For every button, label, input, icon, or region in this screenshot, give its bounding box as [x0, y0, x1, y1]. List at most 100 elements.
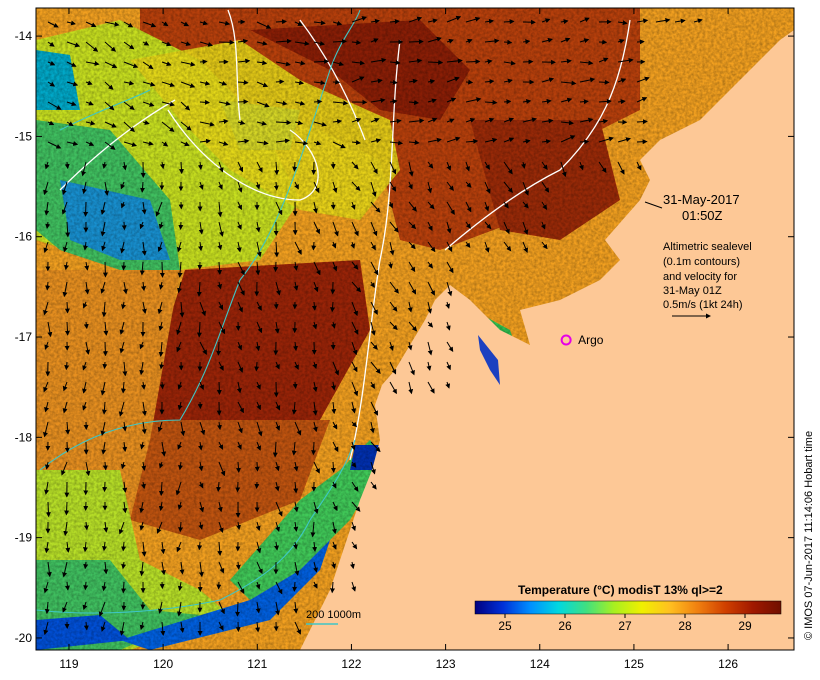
velocity-arrow [218, 621, 224, 631]
velocity-arrow [351, 501, 361, 512]
velocity-arrow [256, 101, 270, 108]
velocity-arrow [408, 381, 414, 395]
velocity-arrow [560, 161, 567, 178]
velocity-arrow [350, 201, 356, 210]
velocity-arrow [45, 221, 51, 229]
velocity-arrow [159, 161, 165, 170]
velocity-arrow [139, 521, 145, 531]
velocity-arrow [256, 40, 268, 46]
isobath-legend-label: 200 1000m [306, 609, 361, 621]
velocity-arrow [218, 601, 225, 615]
velocity-arrow [275, 521, 281, 533]
velocity-arrow [122, 281, 128, 295]
velocity-arrow [47, 141, 62, 149]
velocity-arrow [427, 201, 435, 210]
velocity-arrow [85, 61, 100, 66]
velocity-arrow [43, 241, 49, 253]
velocity-arrow [579, 117, 594, 123]
velocity-arrow [275, 138, 290, 144]
velocity-arrow [351, 361, 358, 373]
velocity-arrow [178, 461, 183, 471]
velocity-arrow [484, 221, 492, 230]
velocity-arrow [237, 261, 245, 276]
velocity-arrow [484, 79, 495, 85]
velocity-arrow [331, 241, 337, 249]
velocity-arrow [636, 139, 648, 145]
velocity-arrow [522, 181, 529, 196]
velocity-arrow [408, 261, 416, 273]
velocity-arrow [351, 481, 359, 492]
info-line-1: Altimetric sealevel [663, 241, 752, 253]
velocity-arrow [62, 281, 68, 298]
velocity-arrow [312, 421, 318, 433]
info-line-4: 31-May 01Z [663, 285, 722, 297]
velocity-arrow [66, 141, 79, 146]
velocity-arrow [274, 481, 280, 492]
velocity-arrow [503, 78, 513, 84]
velocity-arrow [484, 18, 494, 24]
velocity-arrow [199, 301, 206, 317]
velocity-arrow [159, 361, 165, 370]
velocity-arrow [237, 38, 249, 44]
velocity-arrow [446, 15, 462, 23]
velocity-arrow [408, 181, 413, 190]
velocity-arrow [122, 161, 128, 171]
velocity-arrow [522, 201, 529, 209]
velocity-arrow [85, 141, 95, 146]
velocity-arrow [408, 241, 416, 250]
lon-tick-label: 119 [59, 657, 78, 671]
argo-label: Argo [578, 333, 604, 347]
velocity-arrow [198, 561, 204, 578]
lon-tick-label: 122 [341, 657, 361, 671]
velocity-arrow [104, 141, 116, 150]
velocity-arrow [293, 601, 299, 614]
date-pointer [644, 201, 663, 209]
velocity-arrow [199, 20, 209, 26]
velocity-arrow [351, 161, 359, 170]
velocity-arrow [199, 341, 207, 355]
velocity-arrow [465, 221, 471, 229]
velocity-arrow [141, 281, 147, 292]
velocity-arrow [179, 621, 185, 633]
velocity-arrow [44, 461, 50, 470]
velocity-arrow [636, 76, 650, 83]
velocity-arrow [161, 61, 172, 67]
velocity-arrow [62, 181, 68, 196]
velocity-arrow [102, 461, 108, 471]
velocity-arrow [389, 341, 394, 351]
velocity-arrow [522, 221, 529, 235]
velocity-arrow [180, 41, 192, 47]
velocity-arrow [66, 121, 74, 127]
colorbar-tick-label: 27 [618, 619, 632, 633]
velocity-arrow [177, 581, 183, 591]
velocity-arrow [541, 118, 554, 124]
velocity-arrow [66, 20, 76, 26]
velocity-arrow [142, 120, 150, 125]
velocity-arrow [139, 361, 145, 376]
velocity-arrow [199, 59, 208, 65]
velocity-arrow [141, 201, 147, 215]
velocity-arrow [218, 361, 224, 371]
velocity-arrow [446, 341, 454, 353]
velocity-arrow [370, 38, 379, 43]
velocity-arrow [351, 321, 359, 335]
lon-tick-label: 121 [247, 657, 267, 671]
velocity-arrow [446, 241, 453, 253]
velocity-arrow [43, 621, 49, 636]
velocity-arrow [636, 119, 648, 125]
velocity-arrow [274, 241, 280, 258]
velocity-arrow [541, 37, 553, 43]
velocity-arrow [83, 561, 89, 570]
velocity-arrow [579, 60, 594, 66]
velocity-arrow [161, 101, 175, 107]
velocity-arrow [218, 301, 223, 311]
velocity-arrow [64, 301, 70, 314]
lon-tick-label: 123 [436, 657, 456, 671]
velocity-arrow [217, 501, 223, 513]
velocity-arrow [175, 481, 182, 496]
date-annotation: 31-May-2017 01:50Z [644, 192, 740, 223]
velocity-arrow [351, 581, 357, 592]
lat-tick-label: -17 [15, 330, 33, 344]
velocity-arrow [83, 321, 89, 330]
lon-tick-label: 124 [530, 657, 550, 671]
